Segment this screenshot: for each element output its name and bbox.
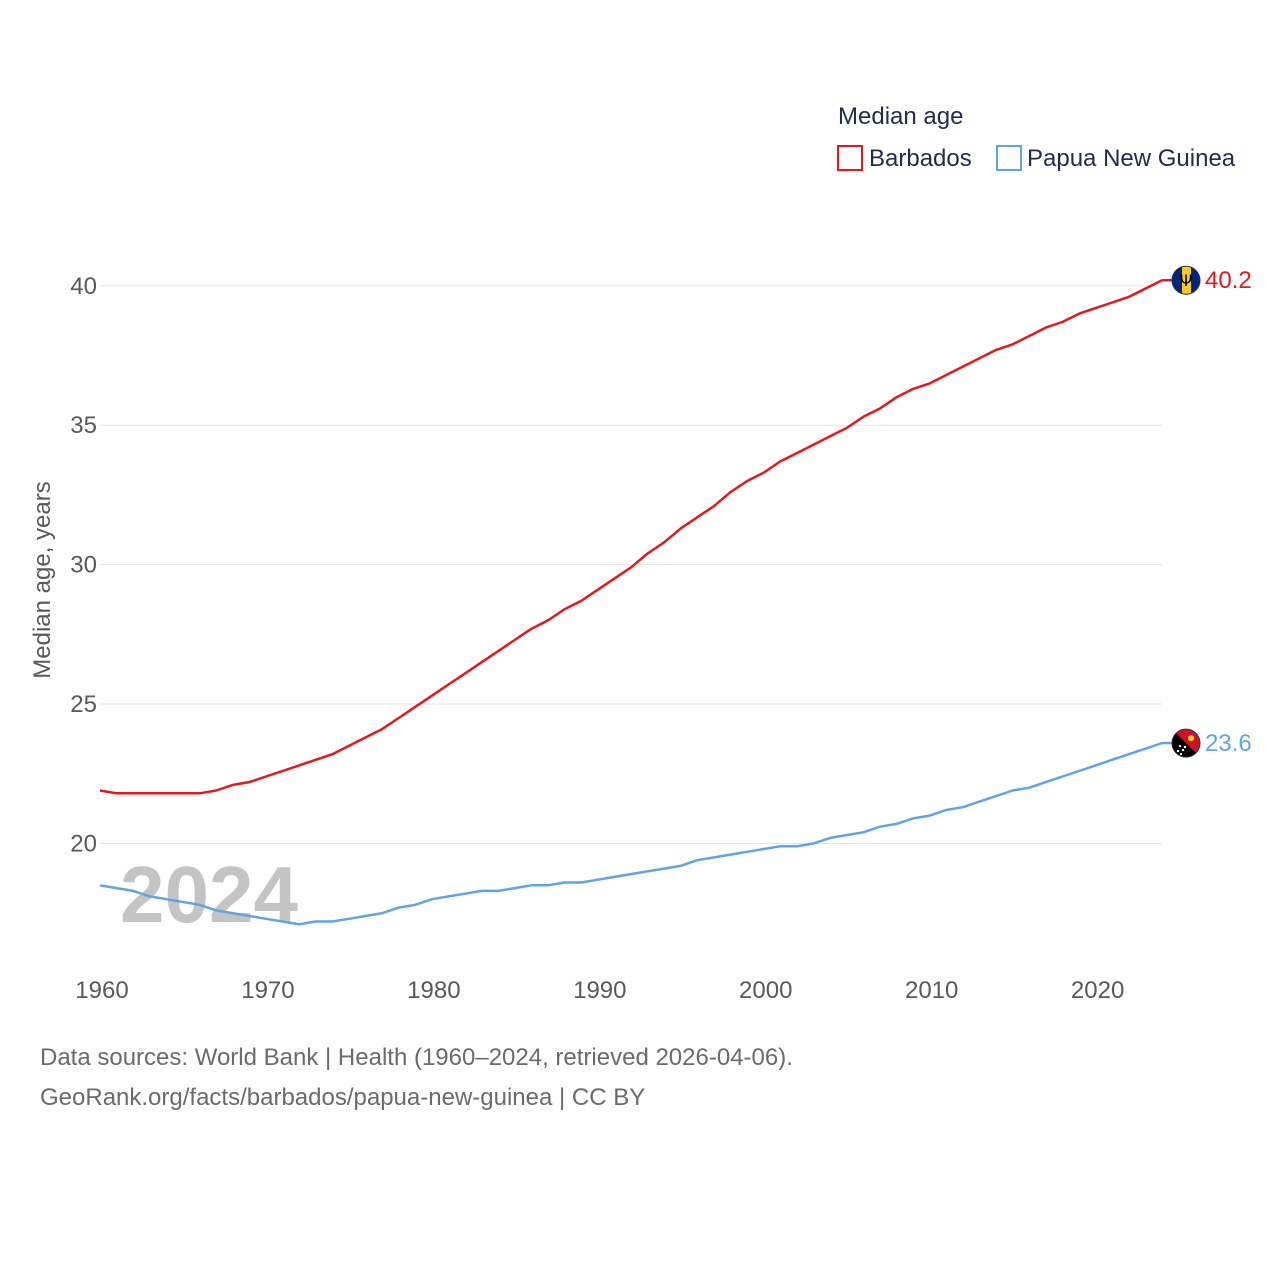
legend-swatch-barbados	[837, 145, 863, 171]
flag-papua-new-guinea-icon	[1171, 728, 1201, 758]
end-value-label-papua-new-guinea: 23.6	[1205, 730, 1252, 757]
x-tick-label: 2000	[739, 977, 792, 1004]
legend-label-barbados: Barbados	[869, 145, 972, 172]
source-link[interactable]: GeoRank.org/facts/barbados/papua-new-gui…	[40, 1084, 646, 1111]
y-axis-ticks: 20 25 30 35 40	[70, 273, 97, 858]
y-tick-label: 25	[70, 691, 97, 718]
year-watermark: 2024	[120, 850, 298, 939]
x-tick-label: 1960	[75, 977, 128, 1004]
legend-title: Median age	[838, 103, 963, 130]
series-lines	[99, 279, 1163, 926]
x-tick-label: 2010	[905, 977, 958, 1004]
y-tick-label: 20	[70, 830, 97, 857]
legend: Median age Barbados Papua New Guinea	[837, 103, 1236, 172]
legend-item-barbados[interactable]: Barbados	[837, 145, 972, 172]
end-value-label-barbados: 40.2	[1205, 267, 1252, 294]
gridlines	[100, 285, 1162, 844]
x-tick-label: 1990	[573, 977, 626, 1004]
y-tick-label: 40	[70, 273, 97, 300]
x-tick-label: 1980	[407, 977, 460, 1004]
series-line-papua-new-guinea[interactable]	[99, 741, 1163, 926]
x-axis-ticks: 1960 1970 1980 1990 2000 2010 2020	[75, 977, 1124, 1004]
svg-text:Ψ: Ψ	[1180, 271, 1193, 290]
y-tick-label: 35	[70, 412, 97, 439]
flag-barbados-icon: Ψ	[1171, 265, 1201, 295]
legend-swatch-papua-new-guinea	[996, 145, 1022, 171]
y-axis-title: Median age, years	[29, 481, 56, 678]
y-tick-label: 30	[70, 552, 97, 579]
end-markers: Ψ 40.2 23.6	[1162, 265, 1252, 758]
data-source-note: Data sources: World Bank | Health (1960–…	[40, 1044, 793, 1071]
legend-item-papua-new-guinea[interactable]: Papua New Guinea	[996, 145, 1236, 172]
series-line-barbados[interactable]	[99, 279, 1163, 795]
legend-label-papua-new-guinea: Papua New Guinea	[1027, 145, 1236, 172]
x-tick-label: 1970	[241, 977, 294, 1004]
x-tick-label: 2020	[1071, 977, 1124, 1004]
